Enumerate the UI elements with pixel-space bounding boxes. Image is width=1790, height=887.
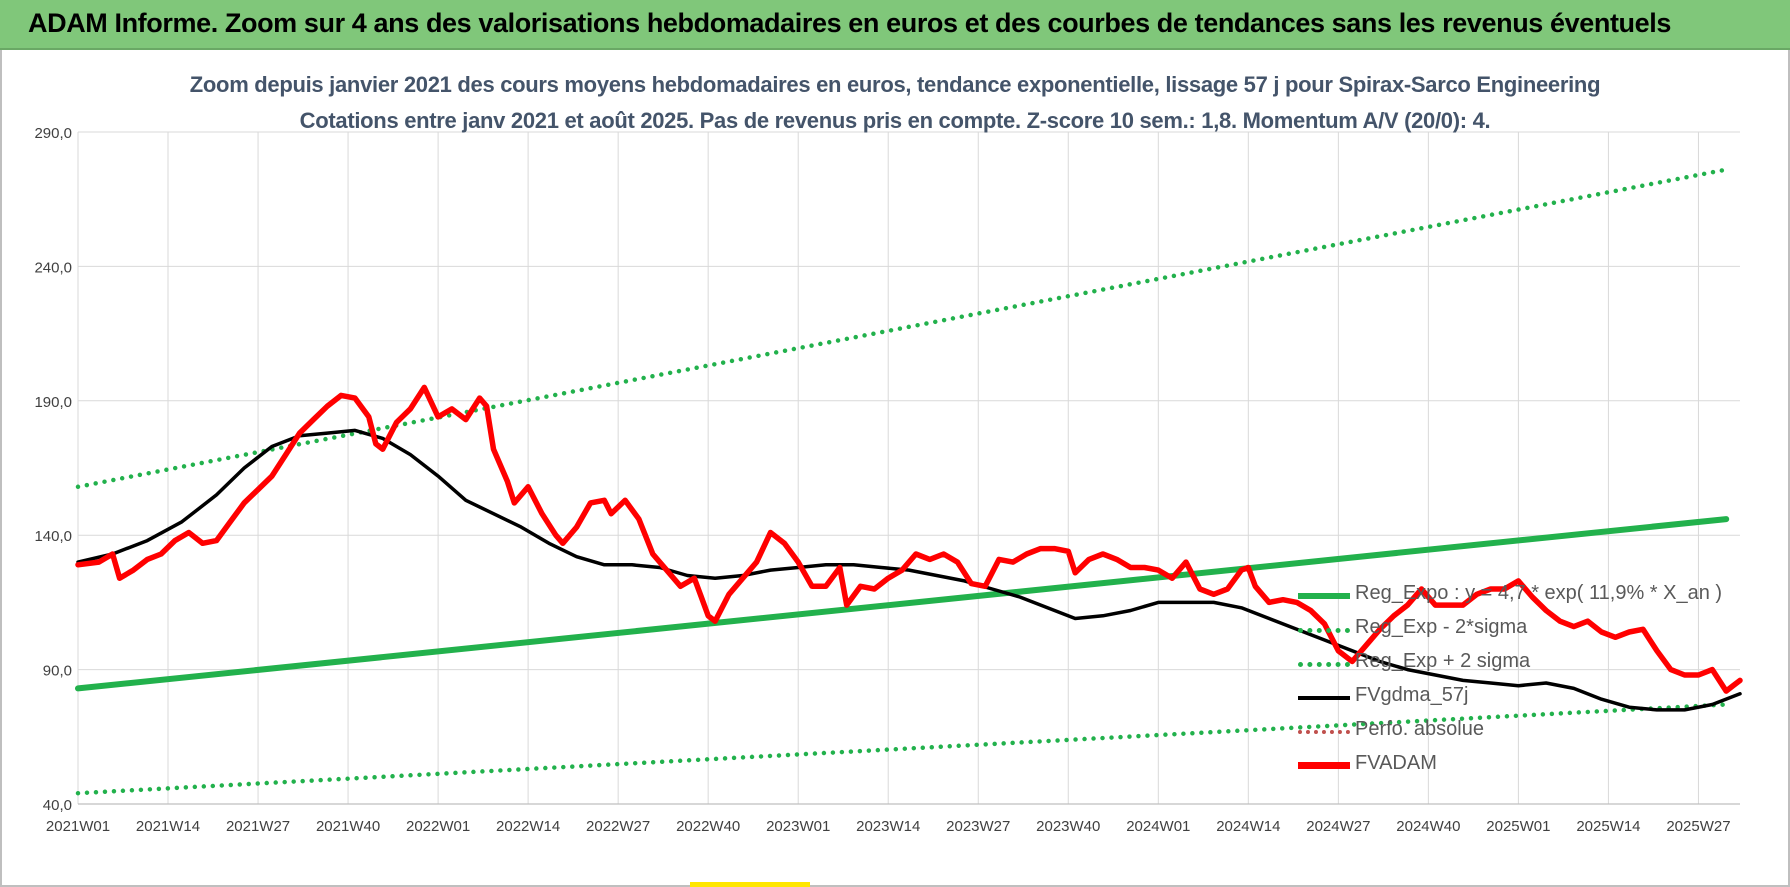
x-tick-label: 2021W27: [226, 818, 290, 835]
legend-label-fvgdma: FVgdma_57j: [1355, 684, 1469, 706]
x-tick-label: 2022W01: [406, 818, 470, 835]
legend-item-fvadam: FVADAM: [1298, 750, 1718, 784]
y-tick-label: 40,0: [43, 797, 72, 814]
legend-label-reg-exp-plus: Reg_Exp + 2 sigma: [1355, 650, 1531, 672]
legend-item-fvgdma: FVgdma_57j: [1298, 682, 1718, 716]
bottom-accent-mark: [690, 882, 810, 887]
x-tick-label: 2023W01: [766, 818, 830, 835]
x-tick-label: 2023W40: [1036, 818, 1100, 835]
report-title: ADAM Informe. Zoom sur 4 ans des valoris…: [28, 8, 1671, 38]
legend-item-reg-exp-plus: Reg_Exp + 2 sigma: [1298, 648, 1718, 682]
x-tick-label: 2022W14: [496, 818, 560, 835]
x-tick-label: 2023W14: [856, 818, 920, 835]
legend-item-reg-expo: Reg_Expo : y = 4,7 * exp( 11,9% * X_an ): [1298, 580, 1722, 614]
legend-swatch-perfo: [1298, 730, 1350, 734]
series-fvadam: [75, 384, 1743, 694]
x-tick-label: 2024W40: [1396, 818, 1460, 835]
series-reg-exp-minus: [75, 702, 1729, 796]
legend-swatch-reg-exp-plus: [1298, 662, 1350, 667]
x-tick-label: 2025W27: [1666, 818, 1730, 835]
legend-label-fvadam: FVADAM: [1355, 752, 1437, 774]
legend-swatch-fvadam: [1298, 762, 1350, 769]
legend-label-reg-exp-minus: Reg_Exp - 2*sigma: [1355, 616, 1528, 638]
x-tick-label: 2022W27: [586, 818, 650, 835]
chart-subtitle: Cotations entre janv 2021 et août 2025. …: [299, 108, 1491, 133]
y-tick-label: 140,0: [34, 528, 72, 545]
x-tick-label: 2023W27: [946, 818, 1010, 835]
x-tick-label: 2024W01: [1126, 818, 1190, 835]
legend-label-reg-expo: Reg_Expo : y = 4,7 * exp( 11,9% * X_an ): [1355, 582, 1723, 604]
series-fvgdma: [76, 428, 1742, 712]
y-tick-label: 240,0: [34, 259, 72, 276]
legend-swatch-fvgdma: [1298, 696, 1350, 700]
legend-label-perfo: Perfo. absolue: [1355, 718, 1484, 740]
y-tick-label: 90,0: [43, 663, 72, 680]
y-tick-label: 290,0: [34, 125, 72, 142]
header-banner: ADAM Informe. Zoom sur 4 ans des valoris…: [0, 0, 1790, 50]
x-tick-label: 2022W40: [676, 818, 740, 835]
legend-swatch-reg-exp-minus: [1298, 628, 1350, 633]
legend-swatch-reg-expo: [1298, 593, 1350, 599]
x-tick-label: 2025W01: [1486, 818, 1550, 835]
legend-item-perfo: Perfo. absolue: [1298, 716, 1718, 750]
x-tick-label: 2021W40: [316, 818, 380, 835]
x-tick-label: 2021W01: [46, 818, 110, 835]
x-tick-label: 2025W14: [1576, 818, 1640, 835]
x-tick-label: 2024W14: [1216, 818, 1280, 835]
x-tick-label: 2021W14: [136, 818, 200, 835]
legend-item-reg-exp-minus: Reg_Exp - 2*sigma: [1298, 614, 1718, 648]
chart-title: Zoom depuis janvier 2021 des cours moyen…: [189, 72, 1601, 97]
x-tick-label: 2024W27: [1306, 818, 1370, 835]
y-tick-label: 190,0: [34, 394, 72, 411]
series-reg-exp-plus: [75, 167, 1729, 490]
series-reg-expo: [75, 516, 1730, 692]
